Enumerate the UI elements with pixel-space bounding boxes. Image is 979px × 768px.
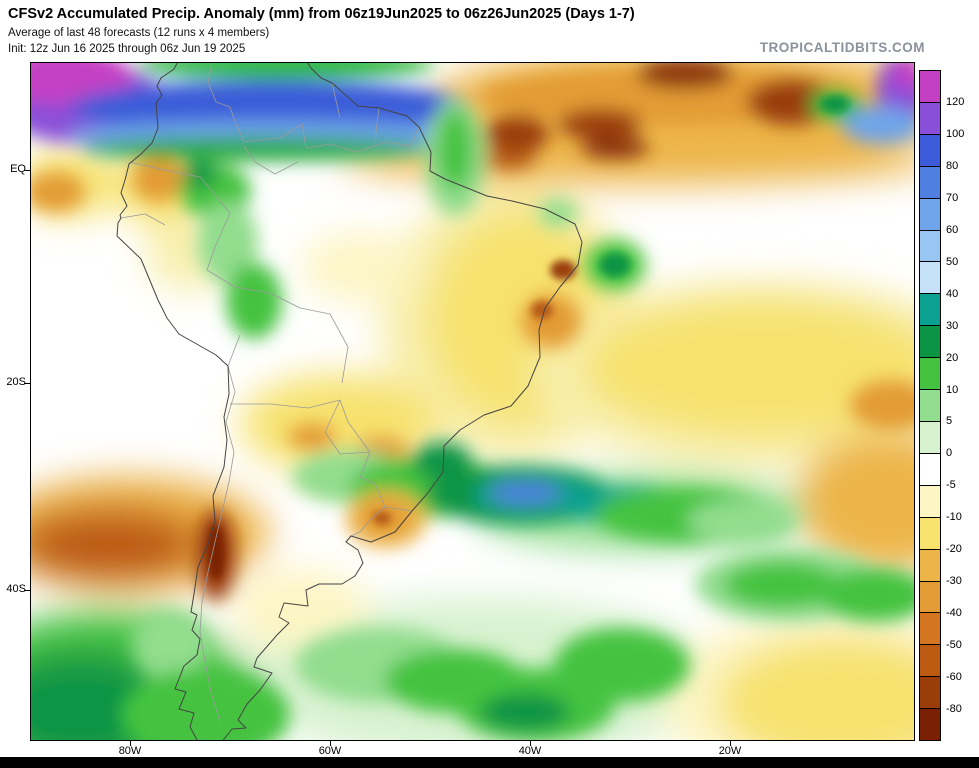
colorbar — [919, 70, 941, 741]
watermark-text: TROPICALTIDBITS.COM — [759, 40, 925, 55]
lon-tick — [730, 741, 731, 746]
colorbar-segment — [920, 484, 940, 517]
lon-tick — [330, 741, 331, 746]
lat-label: 40S — [6, 583, 26, 595]
colorbar-label: -40 — [946, 607, 962, 620]
coastline-path — [116, 62, 583, 741]
colorbar-segment — [920, 197, 940, 230]
colorbar-label: 20 — [946, 351, 959, 364]
colorbar-label: -5 — [946, 479, 956, 492]
map-frame — [30, 62, 915, 741]
lat-tick — [24, 590, 30, 591]
anomaly-map-svg — [30, 62, 915, 741]
colorbar-label: 120 — [946, 95, 965, 108]
colorbar-label: -30 — [946, 575, 962, 588]
colorbar-segment — [920, 612, 940, 645]
colorbar-label: 5 — [946, 415, 953, 428]
colorbar-segment — [920, 644, 940, 677]
colorbar-label: 80 — [946, 159, 959, 172]
lat-label: 20S — [6, 376, 26, 388]
country-borders — [120, 62, 420, 723]
colorbar-label: 40 — [946, 287, 959, 300]
colorbar-segment — [920, 580, 940, 613]
colorbar-label: -80 — [946, 703, 962, 716]
lon-tick — [530, 741, 531, 746]
lon-label: 80W — [118, 745, 142, 757]
bottom-bar — [0, 757, 979, 768]
colorbar-segment — [920, 165, 940, 198]
lon-label: 60W — [318, 745, 342, 757]
colorbar-segment — [920, 708, 940, 741]
colorbar-segment — [920, 325, 940, 358]
anomaly-field-cores — [207, 96, 849, 580]
colorbar-segment — [920, 261, 940, 294]
colorbar-segment — [920, 101, 940, 134]
colorbar-segment — [920, 229, 940, 262]
colorbar-label: -20 — [946, 543, 962, 556]
lat-label: EQ — [10, 163, 26, 175]
colorbar-label: 0 — [946, 447, 953, 460]
colorbar-label: 30 — [946, 319, 959, 332]
colorbar-segment — [920, 516, 940, 549]
colorbar-label: 70 — [946, 191, 959, 204]
colorbar-segment — [920, 389, 940, 421]
colorbar-label: 100 — [946, 127, 965, 140]
lon-label: 40W — [518, 745, 542, 757]
colorbar-label: -10 — [946, 511, 962, 524]
colorbar-segment — [920, 676, 940, 709]
colorbar-label: -50 — [946, 639, 962, 652]
lat-tick — [24, 383, 30, 384]
colorbar-label: 60 — [946, 223, 959, 236]
colorbar-segment — [920, 71, 940, 102]
colorbar-label: -60 — [946, 671, 962, 684]
map-subtitle: Average of last 48 forecasts (12 runs x … — [8, 27, 270, 39]
colorbar-segment — [920, 452, 940, 485]
lon-label: 20W — [718, 745, 742, 757]
colorbar-segment — [920, 293, 940, 326]
lon-tick — [130, 741, 131, 746]
colorbar-segment — [920, 420, 940, 453]
colorbar-segment — [920, 548, 940, 581]
colorbar-segment — [920, 357, 940, 390]
anomaly-field-medium — [30, 62, 915, 741]
colorbar-label: 10 — [946, 383, 959, 396]
page-title: CFSv2 Accumulated Precip. Anomaly (mm) f… — [8, 6, 635, 22]
colorbar-label: 50 — [946, 255, 959, 268]
init-line: Init: 12z Jun 16 2025 through 06z Jun 19… — [8, 43, 246, 55]
map-canvas — [30, 62, 915, 741]
lat-tick — [24, 170, 30, 171]
colorbar-segment — [920, 133, 940, 166]
